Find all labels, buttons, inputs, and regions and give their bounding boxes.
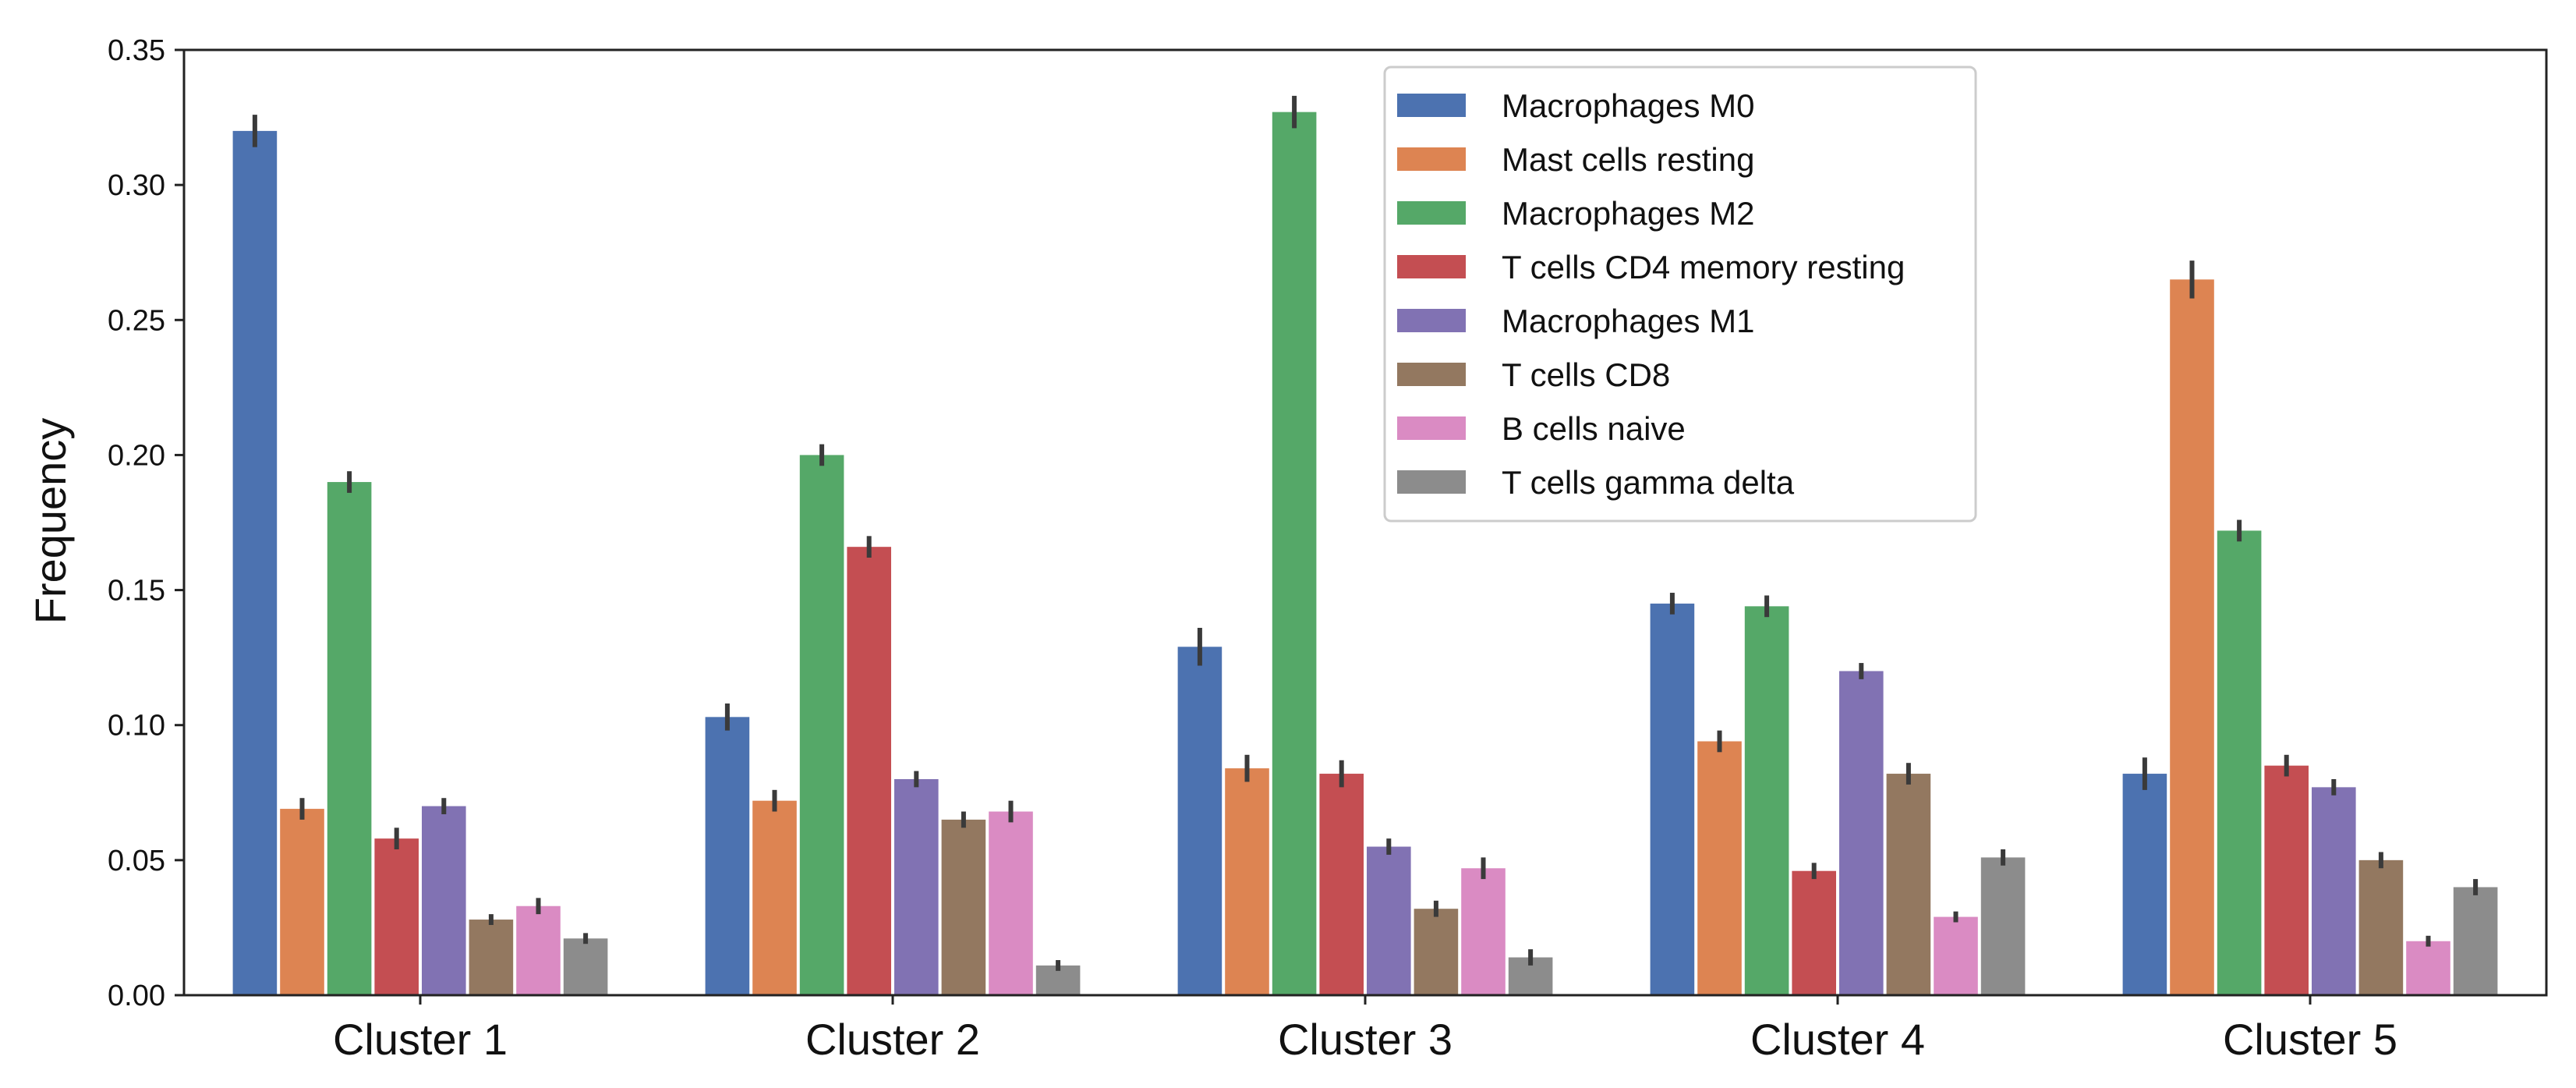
bar bbox=[1650, 603, 1695, 995]
bar bbox=[1934, 916, 1978, 995]
bar bbox=[799, 455, 844, 995]
bar bbox=[280, 809, 324, 995]
x-tick-label: Cluster 1 bbox=[333, 1015, 508, 1064]
bar bbox=[989, 811, 1033, 995]
y-tick-label: 0.10 bbox=[108, 710, 165, 742]
legend-label: Macrophages M2 bbox=[1502, 195, 1755, 232]
bar bbox=[1839, 671, 1884, 995]
legend-swatch bbox=[1397, 309, 1466, 332]
legend-label: T cells gamma delta bbox=[1502, 464, 1795, 501]
bar bbox=[847, 547, 891, 995]
bar bbox=[2312, 787, 2356, 995]
bar bbox=[941, 819, 986, 995]
bar bbox=[2170, 279, 2214, 995]
bar bbox=[1461, 868, 1506, 995]
bar bbox=[327, 482, 372, 995]
bar bbox=[1744, 606, 1789, 995]
bar bbox=[1225, 768, 1269, 995]
x-tick-label: Cluster 4 bbox=[1750, 1015, 1925, 1064]
y-tick-label: 0.15 bbox=[108, 575, 165, 608]
bar bbox=[2217, 530, 2262, 995]
legend-label: T cells CD4 memory resting bbox=[1502, 249, 1905, 285]
bar bbox=[1886, 774, 1931, 995]
x-tick-label: Cluster 5 bbox=[2223, 1015, 2397, 1064]
legend-label: T cells CD8 bbox=[1502, 356, 1670, 393]
y-tick-label: 0.25 bbox=[108, 304, 165, 337]
legend-box bbox=[1383, 66, 1977, 523]
bar bbox=[1792, 870, 1836, 995]
bar bbox=[894, 778, 939, 995]
bar bbox=[2358, 859, 2404, 995]
y-tick-label: 0.20 bbox=[108, 439, 165, 472]
legend-label: Macrophages M0 bbox=[1502, 87, 1755, 124]
bar bbox=[232, 130, 278, 995]
bar bbox=[516, 905, 561, 995]
bar bbox=[374, 838, 419, 995]
y-tick-label: 0.30 bbox=[108, 169, 165, 202]
bar bbox=[2453, 887, 2498, 995]
bar bbox=[1980, 857, 2026, 995]
legend: Macrophages M0 Mast cells resting Macropha… bbox=[1383, 66, 1977, 523]
x-tick-label: Cluster 2 bbox=[805, 1015, 980, 1064]
legend-swatch bbox=[1397, 255, 1466, 278]
y-tick-label: 0.00 bbox=[108, 980, 165, 1012]
legend-label: Macrophages M1 bbox=[1502, 303, 1755, 339]
y-tick-label: 0.35 bbox=[108, 34, 165, 67]
bar bbox=[1319, 774, 1364, 995]
bar bbox=[563, 938, 608, 995]
bar bbox=[752, 800, 797, 995]
y-axis-label: Frequency bbox=[26, 418, 75, 625]
bar bbox=[1367, 846, 1411, 995]
x-tick-label: Cluster 3 bbox=[1278, 1015, 1453, 1064]
y-tick-label: 0.05 bbox=[108, 845, 165, 877]
bar bbox=[1414, 909, 1459, 995]
legend-label: B cells naive bbox=[1502, 410, 1686, 447]
legend-swatch bbox=[1397, 416, 1466, 440]
bar bbox=[1697, 741, 1742, 995]
plot-frame bbox=[182, 48, 2548, 997]
bar bbox=[1177, 647, 1223, 995]
bar bbox=[422, 806, 466, 995]
bar bbox=[2406, 941, 2450, 995]
bar bbox=[1272, 112, 1317, 995]
legend-swatch bbox=[1397, 470, 1466, 494]
bar bbox=[705, 717, 750, 995]
bar bbox=[469, 920, 514, 995]
legend-label: Mast cells resting bbox=[1502, 141, 1754, 178]
legend-swatch bbox=[1397, 201, 1466, 225]
bar bbox=[2264, 765, 2309, 995]
legend-swatch bbox=[1397, 363, 1466, 386]
legend-swatch bbox=[1397, 147, 1466, 171]
legend-swatch bbox=[1397, 94, 1466, 117]
bar bbox=[2122, 774, 2167, 995]
